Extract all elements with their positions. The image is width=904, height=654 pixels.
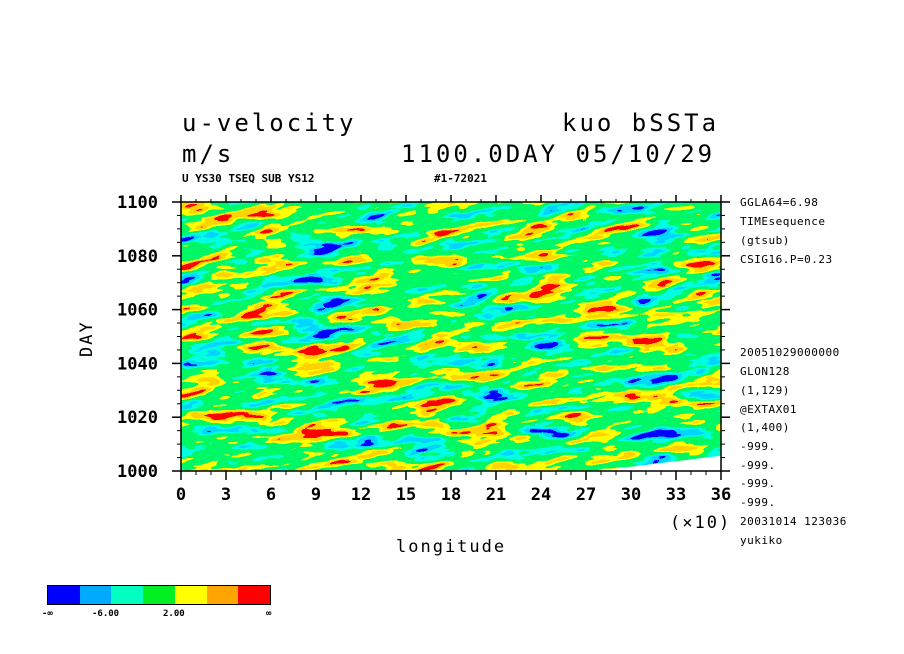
y-tick-label: 1100 bbox=[117, 193, 158, 213]
x-tick-label: 18 bbox=[441, 485, 461, 505]
x-tick-label: 21 bbox=[486, 485, 506, 505]
colorbar-swatch bbox=[174, 586, 207, 604]
x-multiplier: (×10) bbox=[670, 513, 732, 533]
chart-title: u-velocity bbox=[182, 109, 357, 137]
colorbar-label: -∞ bbox=[42, 609, 53, 619]
info-line: -999. bbox=[740, 477, 776, 490]
heatmap-field bbox=[181, 202, 721, 471]
run-tag: #1-72021 bbox=[434, 172, 487, 185]
info-line: -999. bbox=[740, 496, 776, 509]
variable-tag: U YS30 TSEQ SUB YS12 bbox=[182, 172, 315, 185]
y-tick-label: 1000 bbox=[117, 462, 158, 482]
info-line: GGLA64=6.98 bbox=[740, 196, 819, 209]
x-tick-label: 0 bbox=[176, 485, 186, 505]
plot-area bbox=[181, 202, 721, 471]
x-tick-label: 9 bbox=[311, 485, 321, 505]
info-line: (1,129) bbox=[740, 384, 790, 397]
x-tick-label: 30 bbox=[621, 485, 641, 505]
info-line: GLON128 bbox=[740, 365, 790, 378]
colorbar-label: -6.00 bbox=[92, 609, 120, 619]
x-tick-label: 27 bbox=[576, 485, 596, 505]
y-tick-label: 1080 bbox=[117, 247, 158, 267]
experiment-label: kuo bSSTa bbox=[562, 109, 720, 137]
colorbar-swatch bbox=[238, 586, 271, 604]
info-line: TIMEsequence bbox=[740, 215, 826, 228]
y-tick-label: 1020 bbox=[117, 408, 158, 428]
colorbar-label: ∞ bbox=[266, 609, 272, 619]
x-tick-label: 24 bbox=[531, 485, 551, 505]
info-line: 20031014 123036 bbox=[740, 515, 847, 528]
info-line: -999. bbox=[740, 459, 776, 472]
time-label: 1100.0DAY 05/10/29 bbox=[401, 140, 716, 168]
x-tick-label: 36 bbox=[711, 485, 731, 505]
info-line: (1,400) bbox=[740, 421, 790, 434]
y-tick-label: 1040 bbox=[117, 354, 158, 374]
colorbar bbox=[47, 585, 271, 605]
units-label: m/s bbox=[182, 140, 235, 168]
y-axis-label: DAY bbox=[77, 320, 97, 357]
x-tick-label: 15 bbox=[396, 485, 416, 505]
x-tick-label: 6 bbox=[266, 485, 276, 505]
x-tick-label: 33 bbox=[666, 485, 686, 505]
info-line: 20051029000000 bbox=[740, 346, 840, 359]
x-tick-label: 3 bbox=[221, 485, 231, 505]
info-line: @EXTAX01 bbox=[740, 403, 797, 416]
colorbar-swatch bbox=[79, 586, 112, 604]
colorbar-swatch bbox=[143, 586, 175, 604]
colorbar-label: 2.00 bbox=[163, 609, 185, 619]
info-line: (gtsub) bbox=[740, 234, 790, 247]
x-tick-label: 12 bbox=[351, 485, 371, 505]
y-tick-label: 1060 bbox=[117, 301, 158, 321]
colorbar-swatch bbox=[111, 586, 144, 604]
x-axis-label: longitude bbox=[396, 537, 507, 557]
info-line: CSIG16.P=0.23 bbox=[740, 253, 833, 266]
colorbar-swatch bbox=[206, 586, 239, 604]
colorbar-swatch bbox=[48, 586, 80, 604]
info-line: yukiko bbox=[740, 534, 783, 547]
info-line: -999. bbox=[740, 440, 776, 453]
